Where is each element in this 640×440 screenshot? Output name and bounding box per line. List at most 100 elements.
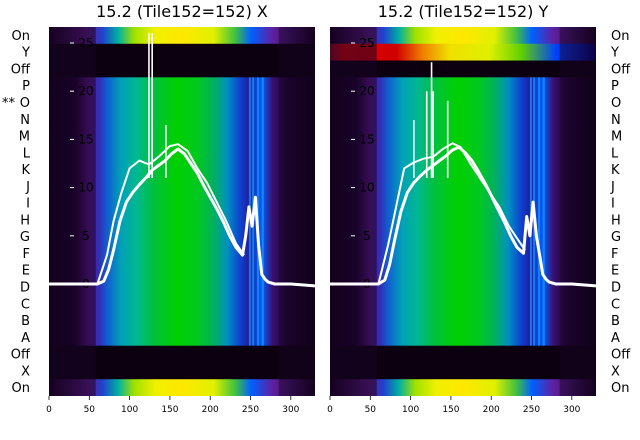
- heatmap-row: [330, 161, 596, 179]
- row-label: K: [21, 163, 30, 178]
- streak: [261, 77, 264, 346]
- row-label: On: [12, 381, 30, 396]
- y-tick-label: 20: [359, 84, 374, 98]
- heatmap-row: [330, 379, 596, 396]
- chart-title: 15.2 (Tile152=152) X: [96, 2, 268, 21]
- row-label: Y: [610, 46, 619, 61]
- heatmap-row: [49, 177, 315, 196]
- x-tick-label: 150: [161, 405, 178, 415]
- y-tick-label: 25: [359, 36, 374, 50]
- overlay: [49, 33, 315, 288]
- row-label: X: [611, 364, 620, 379]
- row-label: G: [20, 230, 30, 245]
- y-tick-label: 15: [359, 132, 374, 146]
- heatmap-row: [49, 362, 315, 380]
- row-label: K: [611, 163, 620, 178]
- heatmap-row: [49, 94, 315, 112]
- heatmap-row: [49, 312, 315, 330]
- overlay-line: [96, 143, 245, 285]
- row-label: A: [21, 331, 30, 346]
- row-label: L: [23, 146, 31, 161]
- edge-band: [278, 27, 315, 396]
- row-label: L: [611, 146, 619, 161]
- row-label: O: [20, 96, 30, 111]
- y-tick-label: 10: [359, 181, 374, 195]
- x-tick-label: 250: [523, 405, 540, 415]
- heatmap-row: [49, 27, 315, 45]
- heatmap: [330, 27, 596, 396]
- heatmap-row: [49, 379, 315, 396]
- heatmap-row: [330, 295, 596, 313]
- y-tick-label: 15: [78, 132, 93, 146]
- streak: [542, 77, 545, 346]
- row-label: E: [611, 264, 619, 279]
- row-label: B: [611, 314, 620, 329]
- heatmap-row: [49, 328, 315, 347]
- heatmap-row: [330, 312, 596, 330]
- heatmap-row: [330, 94, 596, 112]
- heatmap-row: [49, 127, 315, 146]
- y-tick-label: 5: [82, 229, 90, 243]
- heatmap-row: [330, 110, 596, 129]
- x-tick-label: 300: [282, 405, 299, 415]
- row-label: On: [12, 29, 30, 44]
- row-label: I: [611, 197, 615, 212]
- heatmap-row: [330, 77, 596, 95]
- row-label: Y: [21, 46, 30, 61]
- x-tick-label: 50: [84, 405, 96, 415]
- row-label: D: [611, 280, 621, 295]
- row-label: E: [22, 264, 30, 279]
- row-label: F: [23, 247, 30, 262]
- y-tick-label: 5: [363, 229, 371, 243]
- x-tick-label: 0: [46, 405, 52, 415]
- y-tick-label: 20: [78, 84, 93, 98]
- row-label: G: [611, 230, 621, 245]
- x-tick-label: 300: [563, 405, 580, 415]
- heatmap-row: [330, 261, 596, 280]
- x-tick-label: 100: [402, 405, 419, 415]
- x-tick-label: 150: [442, 405, 459, 415]
- row-label: F: [611, 247, 618, 262]
- row-label: B: [21, 314, 30, 329]
- heatmap-row: [330, 43, 596, 62]
- heatmap-row: [330, 60, 596, 78]
- row-label: On: [611, 381, 629, 396]
- row-label: X: [21, 364, 30, 379]
- heatmap-row: [330, 278, 596, 296]
- heatmap-row: [49, 245, 315, 263]
- overlay-line: [330, 145, 596, 288]
- edge-band: [49, 27, 96, 396]
- row-marker: **: [2, 96, 16, 111]
- heatmap-row: [330, 27, 596, 45]
- heatmap-row: [330, 328, 596, 347]
- row-label: N: [20, 113, 30, 128]
- row-label: C: [21, 297, 30, 312]
- streak: [537, 77, 540, 346]
- heatmap-row: [49, 278, 315, 296]
- right-panel: 15.2 (Tile152=152) YOnYOffPONMLKJIHGFEDC…: [327, 2, 631, 415]
- heatmap: [49, 27, 315, 396]
- edge-band: [330, 27, 377, 396]
- heatmap-row: [330, 127, 596, 146]
- x-tick-label: 200: [202, 405, 219, 415]
- row-label: J: [610, 180, 615, 195]
- row-label: Off: [611, 62, 631, 77]
- heatmap-row: [49, 261, 315, 280]
- row-label: Off: [11, 62, 31, 77]
- heatmap-row: [49, 161, 315, 179]
- row-label: C: [611, 297, 620, 312]
- row-label: On: [611, 29, 629, 44]
- row-label: M: [19, 130, 30, 145]
- row-label: P: [22, 79, 30, 94]
- heatmap-row: [330, 362, 596, 380]
- y-tick-label: 10: [78, 181, 93, 195]
- overlay-line: [377, 142, 526, 285]
- x-tick-label: 100: [121, 405, 138, 415]
- chart-title: 15.2 (Tile152=152) Y: [378, 2, 549, 21]
- overlay-line: [49, 147, 315, 288]
- row-label: M: [611, 130, 622, 145]
- heatmap-row: [49, 60, 315, 78]
- heatmap-row: [49, 43, 315, 62]
- x-tick-label: 50: [365, 405, 377, 415]
- row-label: N: [611, 113, 621, 128]
